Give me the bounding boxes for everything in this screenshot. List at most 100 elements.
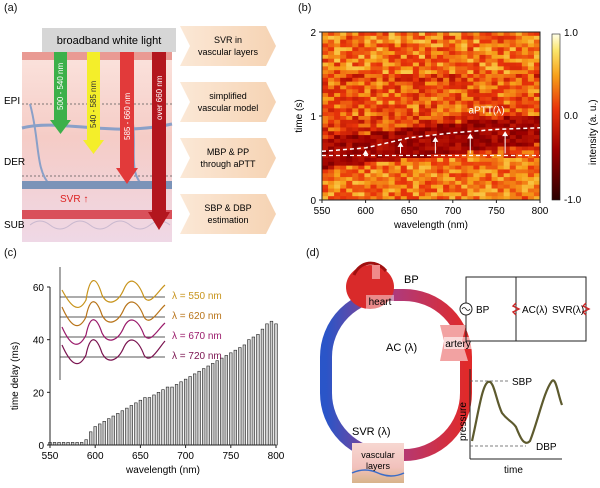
heatmap-cell <box>509 58 517 63</box>
heatmap-cell <box>388 184 396 189</box>
sbp-label: SBP <box>512 377 532 388</box>
heatmap-cell <box>358 180 365 186</box>
heatmap-cell <box>388 165 396 170</box>
heatmap-cell <box>461 35 468 41</box>
heatmap-cell <box>346 54 353 60</box>
heatmap-cell <box>400 39 408 44</box>
heatmap-cell <box>400 93 408 98</box>
heatmap-cell <box>497 158 505 163</box>
heatmap-cell <box>382 150 390 155</box>
heatmap-cell <box>388 39 396 44</box>
heatmap-cell <box>340 54 347 60</box>
heatmap-cell <box>497 180 505 186</box>
heatmap-cell <box>400 58 408 63</box>
heatmap-cell <box>400 158 408 163</box>
heatmap-cell <box>485 77 492 83</box>
heatmap-cell <box>485 32 492 37</box>
heatmap-cell <box>449 188 456 193</box>
heatmap-cell <box>424 54 432 60</box>
heatmap-cell <box>515 39 523 44</box>
heatmap-cell <box>382 177 390 182</box>
heatmap-cell <box>461 32 468 37</box>
heatmap-cell <box>491 96 499 102</box>
heatmap-cell <box>328 96 335 102</box>
heatmap-cell <box>503 154 511 159</box>
heatmap-cell <box>352 108 359 113</box>
heatmap-cell <box>443 184 450 189</box>
heatmap-cell <box>497 177 505 182</box>
heatmap-cell <box>394 192 402 197</box>
heatmap-cell <box>352 93 359 98</box>
heatmap-cell <box>418 196 426 201</box>
heatmap-cell <box>406 116 414 121</box>
vascular-label: vascular <box>361 450 395 460</box>
heatmap-cell <box>491 43 499 48</box>
heatmap-cell <box>352 89 359 94</box>
heatmap-cell <box>443 47 450 52</box>
heatmap-cell <box>346 100 353 105</box>
heatmap-cell <box>412 180 420 186</box>
heatmap-cell <box>527 35 535 41</box>
heatmap-cell <box>334 138 341 144</box>
heatmap-cell <box>322 142 329 147</box>
heatmap-cell <box>370 58 377 63</box>
heatmap-cell <box>533 39 541 44</box>
heatmap-cell <box>424 100 432 105</box>
heatmap-cell <box>346 131 353 136</box>
heatmap-cell <box>382 135 390 140</box>
heatmap-cell <box>485 135 492 140</box>
heatmap-cell <box>412 51 420 56</box>
heatmap-cell <box>443 51 450 56</box>
heatmap-cell <box>370 112 377 117</box>
heatmap-cell <box>346 188 353 193</box>
heatmap-cell <box>328 135 335 140</box>
heatmap-cell <box>431 32 438 37</box>
heatmap-cell <box>418 66 426 71</box>
heatmap-cell <box>328 47 335 52</box>
heatmap-cell <box>443 81 450 86</box>
heatmap-cell <box>358 74 365 79</box>
heatmap-cell <box>509 62 517 67</box>
band-green: 500 - 540 nm <box>50 52 71 134</box>
heatmap-cell <box>503 116 511 121</box>
heatmap-cell <box>503 158 511 163</box>
heatmap-cell <box>376 96 383 102</box>
heatmap-cell <box>376 93 383 98</box>
heatmap-cell <box>382 108 390 113</box>
heatmap-cell <box>406 127 414 132</box>
heatmap-cell <box>509 184 517 189</box>
heatmap-cell <box>509 81 517 86</box>
heatmap-cell <box>527 131 535 136</box>
heatmap-cell <box>443 127 450 132</box>
heatmap-cell <box>370 192 377 197</box>
heatmap-cell <box>364 131 371 136</box>
heatmap-cell <box>394 112 402 117</box>
heatmap-cell <box>485 62 492 67</box>
heatmap-cell <box>370 131 377 136</box>
heatmap-cell <box>455 180 462 186</box>
heatmap-cell <box>467 104 474 109</box>
step-4: SBP & DBP estimation <box>180 194 276 234</box>
heatmap-cell <box>340 142 347 147</box>
heatmap-cell <box>509 112 517 117</box>
heatmap-cell <box>497 150 505 155</box>
heatmap-cell <box>376 119 383 125</box>
trace-670 <box>61 319 166 345</box>
heatmap-cell <box>364 184 371 189</box>
heatmap-cell <box>364 161 371 167</box>
heatmap-cell <box>527 169 535 174</box>
heatmap-cell <box>443 135 450 140</box>
heatmap-cell <box>515 96 523 102</box>
heatmap-cell <box>455 96 462 102</box>
heatmap-cell <box>431 150 438 155</box>
heatmap-cell <box>455 32 462 37</box>
heatmap-cell <box>461 77 468 83</box>
heatmap-cell <box>400 161 408 167</box>
heatmap-cell <box>431 81 438 86</box>
heatmap-cell <box>467 180 474 186</box>
heatmap-cell <box>418 74 426 79</box>
bar-ylabel: time delay (ms) <box>10 342 21 410</box>
heatmap-cell <box>479 81 486 86</box>
heatmap-cell <box>515 66 523 71</box>
heatmap-cell <box>437 39 444 44</box>
